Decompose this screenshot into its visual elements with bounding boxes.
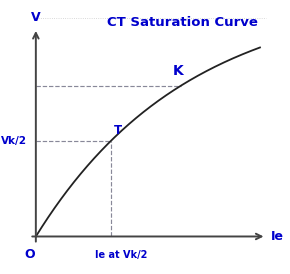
Text: V: V — [31, 11, 41, 24]
Text: O: O — [24, 249, 35, 261]
Text: Vk/2: Vk/2 — [1, 136, 27, 146]
Text: Ie at Vk/2: Ie at Vk/2 — [95, 250, 147, 260]
Text: CT Saturation Curve: CT Saturation Curve — [107, 16, 258, 29]
Text: Ie: Ie — [271, 230, 284, 243]
Text: K: K — [173, 64, 183, 78]
Text: T: T — [114, 124, 122, 137]
